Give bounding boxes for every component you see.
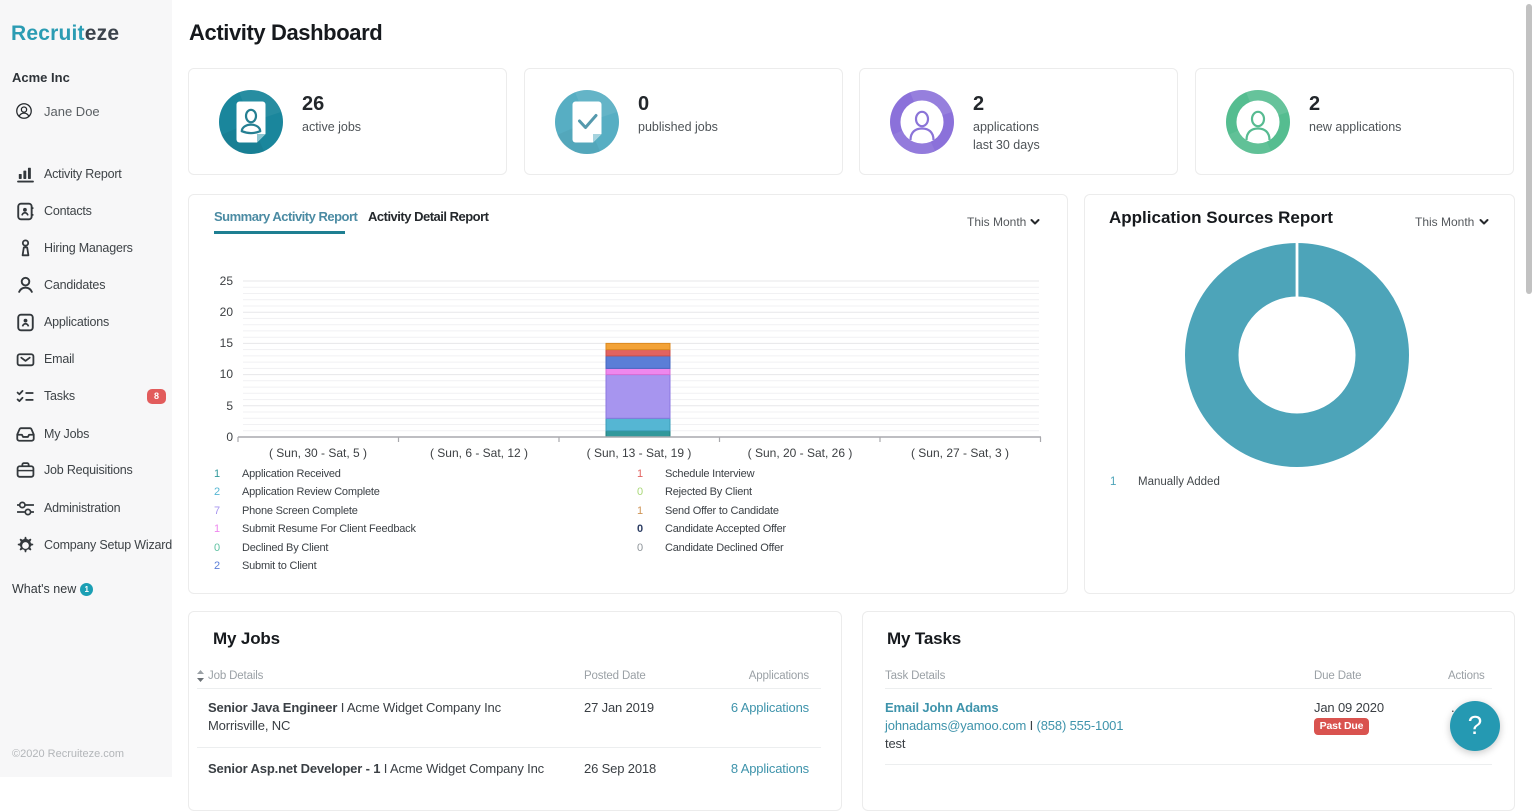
svg-text:( Sun, 6 - Sat, 12 ): ( Sun, 6 - Sat, 12 ) [430,446,528,460]
svg-text:10: 10 [220,367,234,381]
svg-text:( Sun, 27 - Sat, 3 ): ( Sun, 27 - Sat, 3 ) [911,446,1009,460]
svg-text:25: 25 [220,274,234,288]
svg-text:( Sun, 13 - Sat, 19 ): ( Sun, 13 - Sat, 19 ) [587,446,692,460]
svg-text:5: 5 [226,399,233,413]
svg-text:20: 20 [220,305,234,319]
svg-text:( Sun, 20 - Sat, 26 ): ( Sun, 20 - Sat, 26 ) [748,446,853,460]
svg-text:( Sun, 30 - Sat, 5 ): ( Sun, 30 - Sat, 5 ) [269,446,367,460]
svg-text:15: 15 [220,336,234,350]
svg-text:0: 0 [226,430,233,444]
